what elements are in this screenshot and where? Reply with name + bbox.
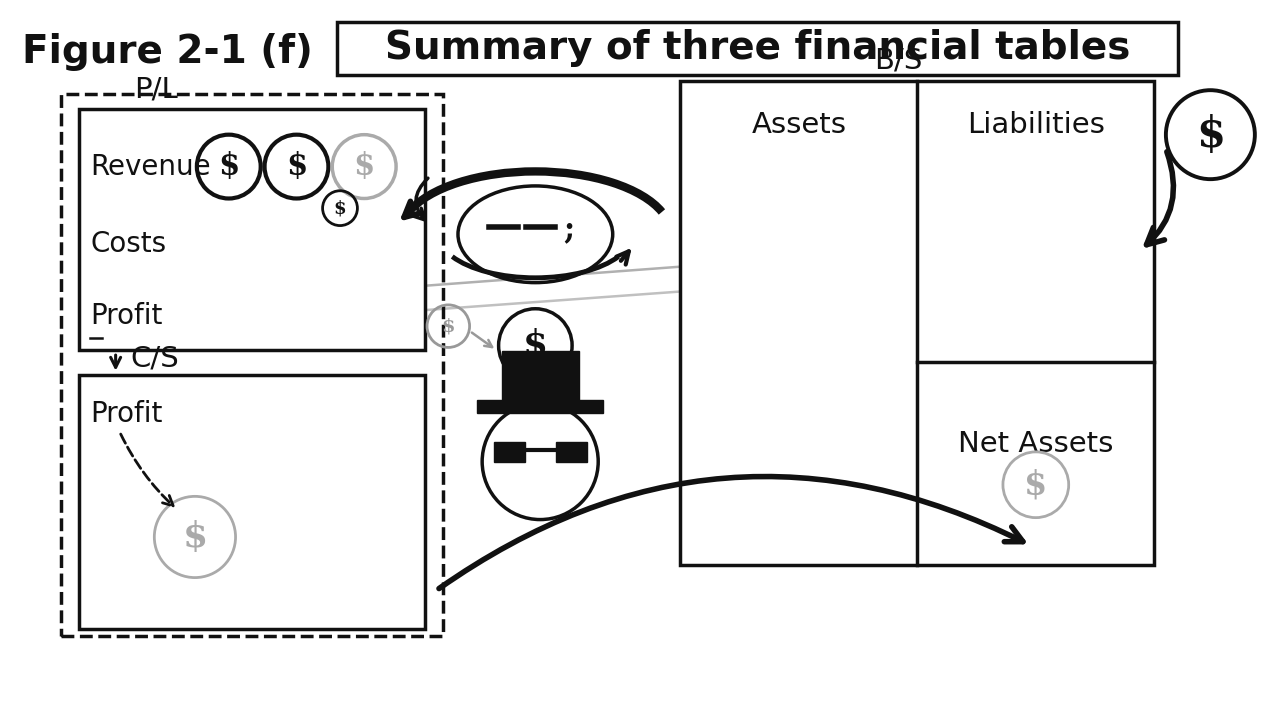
Text: Summary of three financial tables: Summary of three financial tables: [385, 29, 1130, 67]
Text: $: $: [353, 151, 375, 182]
Text: P/L: P/L: [134, 75, 178, 103]
Bar: [477, 400, 603, 413]
Bar: [502, 351, 579, 400]
Text: B/S: B/S: [874, 46, 922, 74]
Text: $: $: [1024, 468, 1047, 501]
Text: Profit: Profit: [91, 302, 163, 330]
Bar: [494, 442, 525, 462]
Text: $: $: [182, 520, 207, 554]
Text: $: $: [1196, 114, 1225, 156]
Text: $: $: [442, 317, 456, 335]
Text: C/S: C/S: [131, 344, 179, 372]
Bar: [556, 442, 586, 462]
Text: Profit: Profit: [91, 400, 163, 428]
Bar: [79, 109, 425, 351]
Bar: [79, 375, 425, 629]
Bar: [681, 81, 1155, 565]
Text: Figure 2-1 (f): Figure 2-1 (f): [23, 33, 314, 71]
Text: ;: ;: [563, 214, 575, 245]
Text: Assets: Assets: [751, 111, 846, 139]
Text: Costs: Costs: [91, 230, 166, 258]
Text: $: $: [285, 151, 307, 182]
Text: $: $: [334, 199, 347, 217]
Bar: [61, 94, 443, 636]
Text: $: $: [522, 328, 548, 362]
Text: Liabilities: Liabilities: [966, 111, 1105, 139]
Text: Net Assets: Net Assets: [959, 430, 1114, 458]
Bar: [337, 22, 1179, 75]
Text: Revenue: Revenue: [91, 153, 211, 181]
Text: $: $: [218, 151, 239, 182]
